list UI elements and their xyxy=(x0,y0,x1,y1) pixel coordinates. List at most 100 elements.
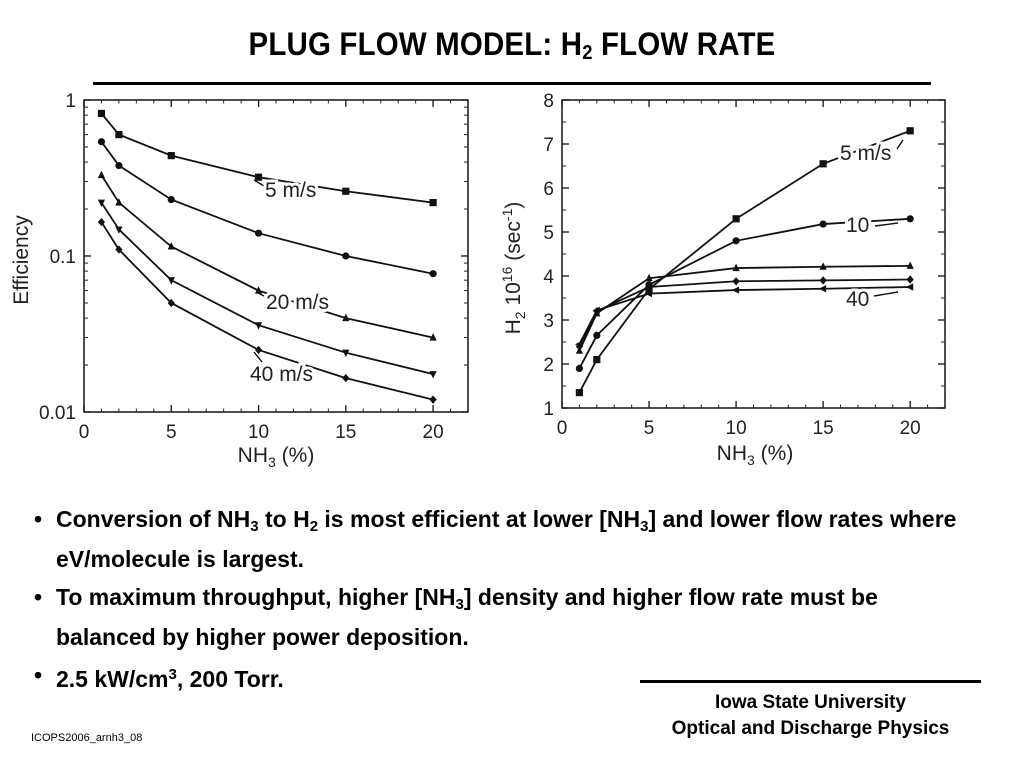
data-point xyxy=(429,198,437,207)
data-point xyxy=(645,282,653,292)
data-point xyxy=(342,252,350,260)
data-point xyxy=(167,298,175,308)
efficiency-chart: 0 5 10 15 20 0.01 0.1 1 NH3 (%) Efficiency 5 m/s 20… xyxy=(10,91,469,470)
series-label: 40 m/s xyxy=(250,363,313,386)
y-tick-label: 2 xyxy=(543,355,554,376)
data-point xyxy=(575,340,583,348)
label-leader xyxy=(874,222,899,227)
data-point xyxy=(593,331,601,339)
data-point xyxy=(429,333,437,341)
bullet-text: To maximum throughput, higher [NH xyxy=(56,584,456,610)
x-tick-label: 5 xyxy=(644,418,655,439)
y-tick-label: 1 xyxy=(65,91,76,112)
y-tick-label: 3 xyxy=(543,311,554,332)
y-tick-label: 0.1 xyxy=(50,247,76,268)
bullet-text: 3 xyxy=(250,518,259,535)
bullet-text: 3 xyxy=(640,518,649,535)
label-leader xyxy=(253,351,263,363)
series-line xyxy=(578,129,911,394)
series-label: 10 xyxy=(846,214,869,237)
series-line xyxy=(578,264,911,352)
bullet-text: ] density and higher flow rate must be b… xyxy=(56,584,878,650)
data-point xyxy=(732,277,740,286)
series-label: 5 m/s xyxy=(265,179,316,202)
y-tick-label: 7 xyxy=(543,135,554,156)
y-tick-label: 6 xyxy=(543,179,554,200)
data-point xyxy=(429,395,437,404)
data-point xyxy=(429,270,437,278)
data-point xyxy=(342,373,350,383)
title-divider xyxy=(93,82,931,85)
h2-flow-chart: 0 5 10 15 20 1 2 3 4 5 6 7 8 NH3 (%) H2 1016 (sec-1) 5 … xyxy=(499,91,946,468)
data-point xyxy=(732,263,740,272)
series-4 xyxy=(97,217,437,404)
data-point xyxy=(254,345,263,355)
data-point xyxy=(429,371,437,379)
series-label: 20 m/s xyxy=(266,291,329,314)
data-point xyxy=(115,161,123,170)
data-point xyxy=(167,152,175,160)
x-tick-label: 10 xyxy=(726,418,747,439)
page-title: PLUG FLOW MODEL: H2 FLOW RATE xyxy=(248,26,776,64)
bullet-text: ] and lower flow rates where eV/molecule… xyxy=(56,506,957,572)
label-leader xyxy=(255,291,265,297)
bullet-dot: • xyxy=(34,662,43,688)
x-tick-label: 0 xyxy=(79,422,90,443)
y-tick-label: 8 xyxy=(543,91,554,112)
data-point xyxy=(593,356,601,364)
data-point xyxy=(115,226,123,234)
bullet-dot: • xyxy=(34,584,43,610)
data-point xyxy=(819,276,827,285)
data-point xyxy=(97,217,106,227)
data-point xyxy=(254,229,263,237)
data-point xyxy=(819,220,827,228)
data-point xyxy=(342,313,350,322)
bullet-item: • 2.5 kW/cm3, 200 Torr. xyxy=(34,659,974,695)
series-line xyxy=(100,141,434,275)
data-point xyxy=(906,215,914,223)
series-label: 5 m/s xyxy=(840,142,891,165)
bullet-item: • Conversion of NH3 to H2 is most efficie… xyxy=(34,503,974,575)
bullet-list: • Conversion of NH3 to H2 is most efficie… xyxy=(34,503,974,701)
y-tick-label: 4 xyxy=(543,267,554,288)
x-tick-label: 15 xyxy=(813,418,834,439)
data-point xyxy=(254,322,263,330)
data-point xyxy=(906,127,914,135)
bullet-item: • To maximum throughput, higher [NH3] den… xyxy=(34,581,974,653)
y-axis-label: H2 1016 (sec-1) xyxy=(499,202,528,335)
series-4 xyxy=(575,283,914,348)
data-point xyxy=(906,261,914,269)
series-3 xyxy=(575,275,914,351)
x-tick-label: 5 xyxy=(166,422,177,443)
data-point xyxy=(254,173,263,181)
data-point xyxy=(819,160,827,168)
data-point xyxy=(167,195,175,204)
data-point xyxy=(115,245,123,254)
institution-group: Optical and Discharge Physics xyxy=(671,718,950,739)
x-axis-label: NH3 (%) xyxy=(717,442,794,468)
series-2 xyxy=(97,170,437,341)
data-point xyxy=(644,290,653,298)
bullet-text: 3 xyxy=(455,596,464,613)
data-point xyxy=(575,364,584,372)
label-leader xyxy=(896,139,904,150)
y-tick-label: 1 xyxy=(543,399,554,420)
institution-block: Iowa State University Optical and Discha… xyxy=(640,690,981,742)
y-tick-label: 0.01 xyxy=(39,403,76,424)
slide-code: ICOPS2006_arnh3_08 xyxy=(31,732,143,744)
series-1 xyxy=(575,215,914,372)
series-line xyxy=(578,286,911,345)
series-line xyxy=(100,221,434,401)
series-label: 40 xyxy=(846,288,869,311)
x-tick-label: 20 xyxy=(423,422,444,443)
series-1 xyxy=(97,138,437,278)
series-0 xyxy=(575,127,914,397)
series-line xyxy=(100,202,434,375)
data-point xyxy=(818,285,827,293)
data-point xyxy=(645,273,653,282)
data-point xyxy=(905,283,914,291)
bullet-text: 3 xyxy=(168,666,177,683)
bullet-text: , 200 Torr. xyxy=(176,666,284,692)
bullet-text: to H xyxy=(258,506,310,532)
